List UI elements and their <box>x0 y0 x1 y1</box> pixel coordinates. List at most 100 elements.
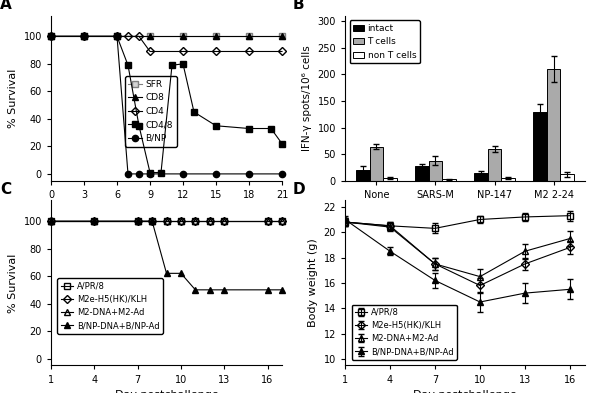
A/PR/8 <box>178 219 185 223</box>
M2-DNA+M2-Ad <box>221 219 228 223</box>
CD4 <box>47 34 55 39</box>
Y-axis label: % Survival: % Survival <box>8 68 18 128</box>
B/NP-DNA+B/NP-Ad <box>148 219 155 223</box>
A/PR/8 <box>206 219 214 223</box>
Legend: SFR, CD8, CD4, CD4/8, B/NP: SFR, CD8, CD4, CD4/8, B/NP <box>125 76 176 147</box>
Bar <box>474 173 488 181</box>
CD4/8 <box>146 170 154 175</box>
CD4/8 <box>169 63 176 68</box>
B/NP-DNA+B/NP-Ad <box>47 219 55 223</box>
Y-axis label: Body weight (g): Body weight (g) <box>308 239 318 327</box>
Text: B: B <box>292 0 304 12</box>
B/NP-DNA+B/NP-Ad <box>221 288 228 292</box>
CD4 <box>179 49 187 54</box>
CD4 <box>146 49 154 54</box>
B/NP <box>245 171 253 176</box>
Line: CD8: CD8 <box>48 33 285 39</box>
M2e-H5(HK)/KLH <box>148 219 155 223</box>
Bar <box>488 149 502 181</box>
B/NP <box>212 171 220 176</box>
CD4/8 <box>278 141 286 146</box>
Bar <box>442 179 456 181</box>
Bar <box>383 178 397 181</box>
CD4 <box>124 34 131 39</box>
Line: M2e-H5(HK)/KLH: M2e-H5(HK)/KLH <box>48 218 285 224</box>
CD4 <box>113 34 121 39</box>
CD4 <box>245 49 253 54</box>
B/NP <box>179 171 187 176</box>
B/NP-DNA+B/NP-Ad <box>91 219 98 223</box>
CD4/8 <box>179 61 187 66</box>
SFR <box>212 34 220 39</box>
Y-axis label: IFN-γ spots/10⁶ cells: IFN-γ spots/10⁶ cells <box>302 45 312 151</box>
M2e-H5(HK)/KLH <box>221 219 228 223</box>
B/NP <box>47 34 55 39</box>
B/NP <box>124 171 131 176</box>
CD4/8 <box>268 126 275 131</box>
Bar <box>356 170 370 181</box>
Line: A/PR/8: A/PR/8 <box>48 218 285 224</box>
CD8 <box>179 34 187 39</box>
Y-axis label: % Survival: % Survival <box>8 253 18 313</box>
CD4/8 <box>113 34 121 39</box>
B/NP <box>80 34 88 39</box>
M2-DNA+M2-Ad <box>264 219 271 223</box>
B/NP-DNA+B/NP-Ad <box>192 288 199 292</box>
M2-DNA+M2-Ad <box>192 219 199 223</box>
SFR <box>245 34 253 39</box>
Line: CD4/8: CD4/8 <box>48 33 285 176</box>
CD8 <box>212 34 220 39</box>
CD4/8 <box>47 34 55 39</box>
M2e-H5(HK)/KLH <box>206 219 214 223</box>
M2e-H5(HK)/KLH <box>264 219 271 223</box>
M2e-H5(HK)/KLH <box>192 219 199 223</box>
X-axis label: Peptide antigen: Peptide antigen <box>421 206 509 215</box>
Legend: A/PR/8, M2e-H5(HK)/KLH, M2-DNA+M2-Ad, B/NP-DNA+B/NP-Ad: A/PR/8, M2e-H5(HK)/KLH, M2-DNA+M2-Ad, B/… <box>352 305 457 360</box>
B/NP <box>278 171 286 176</box>
M2-DNA+M2-Ad <box>148 219 155 223</box>
X-axis label: Day postchallenge: Day postchallenge <box>115 206 218 215</box>
A/PR/8 <box>264 219 271 223</box>
A/PR/8 <box>91 219 98 223</box>
M2-DNA+M2-Ad <box>134 219 141 223</box>
M2-DNA+M2-Ad <box>47 219 55 223</box>
SFR <box>179 34 187 39</box>
CD8 <box>80 34 88 39</box>
M2e-H5(HK)/KLH <box>163 219 170 223</box>
CD4/8 <box>245 126 253 131</box>
A/PR/8 <box>192 219 199 223</box>
CD4/8 <box>157 170 164 175</box>
Text: A: A <box>0 0 12 12</box>
Bar <box>560 174 574 181</box>
B/NP-DNA+B/NP-Ad <box>206 288 214 292</box>
Text: C: C <box>0 182 11 197</box>
M2e-H5(HK)/KLH <box>134 219 141 223</box>
A/PR/8 <box>163 219 170 223</box>
CD8 <box>245 34 253 39</box>
B/NP <box>113 34 121 39</box>
X-axis label: Day postchallenge: Day postchallenge <box>413 390 517 393</box>
M2e-H5(HK)/KLH <box>91 219 98 223</box>
Bar <box>502 178 515 181</box>
CD8 <box>146 34 154 39</box>
CD4/8 <box>136 123 143 128</box>
A/PR/8 <box>278 219 286 223</box>
B/NP-DNA+B/NP-Ad <box>163 271 170 276</box>
SFR <box>146 34 154 39</box>
CD4/8 <box>212 123 220 128</box>
Legend: intact, T cells, non T cells: intact, T cells, non T cells <box>350 20 420 64</box>
Legend: A/PR/8, M2e-H5(HK)/KLH, M2-DNA+M2-Ad, B/NP-DNA+B/NP-Ad: A/PR/8, M2e-H5(HK)/KLH, M2-DNA+M2-Ad, B/… <box>58 279 163 334</box>
M2-DNA+M2-Ad <box>91 219 98 223</box>
Line: M2-DNA+M2-Ad: M2-DNA+M2-Ad <box>48 218 285 224</box>
Bar <box>533 112 547 181</box>
CD4/8 <box>190 110 197 114</box>
A/PR/8 <box>221 219 228 223</box>
M2-DNA+M2-Ad <box>278 219 286 223</box>
Line: SFR: SFR <box>48 33 285 39</box>
M2e-H5(HK)/KLH <box>278 219 286 223</box>
Bar <box>415 166 428 181</box>
CD4/8 <box>80 34 88 39</box>
CD4/8 <box>124 63 131 68</box>
CD8 <box>47 34 55 39</box>
Line: CD4: CD4 <box>48 33 285 54</box>
